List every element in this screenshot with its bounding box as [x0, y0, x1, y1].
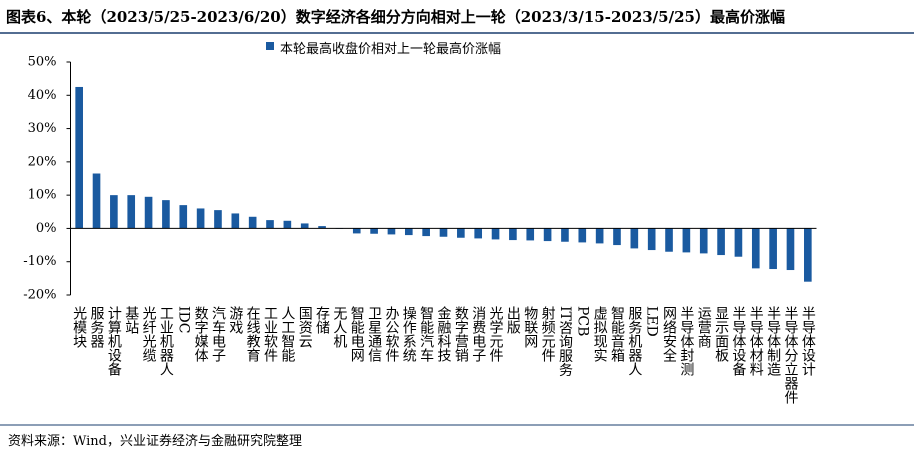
bar: [509, 228, 517, 241]
x-tick-label: 计算机设备: [105, 306, 122, 376]
bar: [283, 220, 292, 229]
x-tick-label: 运营商: [695, 306, 712, 348]
x-tick-label: 办公软件: [383, 306, 400, 362]
bar: [543, 228, 552, 242]
bar: [196, 208, 205, 229]
bar: [491, 228, 500, 240]
x-tick-label: IT咨询服务: [556, 306, 573, 377]
bar: [352, 228, 361, 234]
x-tick-label: 游戏: [227, 306, 244, 334]
x-tick-label: 基站: [123, 306, 140, 334]
x-tick-label: 物联网: [522, 306, 539, 348]
x-tick-label: 智能汽车: [418, 306, 435, 362]
bar: [387, 228, 396, 235]
bar: [248, 216, 257, 229]
bar: [179, 205, 188, 229]
legend-entry: 本轮最高收盘价相对上一轮最高价涨幅: [280, 42, 502, 57]
x-tick-label: 人工智能: [279, 306, 296, 362]
bar: [751, 228, 760, 269]
x-tick-label: 服务器: [88, 306, 105, 348]
bar: [526, 228, 535, 241]
bar: [231, 213, 240, 229]
x-tick-label: 无人机: [331, 306, 348, 348]
y-tick-label: 20%: [28, 154, 57, 169]
x-tick-label: 操作系统: [400, 306, 417, 362]
bar: [422, 228, 430, 237]
x-tick-label: 射频元件: [539, 306, 556, 362]
bar: [613, 228, 621, 246]
bar: [682, 228, 691, 253]
x-tick-label: 光学元件: [487, 306, 504, 362]
x-tick-label: 工业机器人: [157, 306, 174, 376]
x-tick-label: 在线教育: [244, 306, 261, 362]
bar: [318, 226, 326, 229]
x-tick-label: 光纤光缆: [140, 306, 157, 362]
bar: [804, 228, 812, 282]
source-note: 资料来源：Wind，兴业证券经济与金融研究院整理: [8, 434, 302, 449]
x-tick-label: 半导体分立器件: [782, 306, 799, 404]
y-tick-label: 30%: [28, 121, 57, 136]
bar: [474, 228, 483, 239]
bar: [647, 228, 656, 251]
x-tick-label: LED: [643, 306, 660, 337]
bar: [75, 86, 83, 229]
x-tick-label: 网络安全: [661, 306, 678, 362]
x-tick-label: 卫星通信: [366, 306, 383, 362]
bar: [786, 228, 795, 271]
x-tick-label: 金融科技: [435, 306, 452, 362]
bar: [300, 223, 309, 229]
x-tick-label: 数字媒体: [192, 306, 209, 362]
bar: [92, 173, 101, 229]
x-tick-label: 存储: [314, 306, 331, 334]
bar: [699, 228, 708, 254]
legend-swatch: [266, 42, 274, 50]
x-tick-label: 服务机器人: [626, 306, 643, 376]
bar: [404, 228, 413, 236]
x-tick-label: IDC: [175, 306, 192, 334]
y-tick-label: 40%: [28, 88, 57, 103]
bar: [595, 228, 604, 244]
y-tick-label: -20%: [23, 288, 56, 303]
x-tick-label: 半导体封测: [678, 306, 695, 376]
bar: [162, 200, 170, 229]
bar: [439, 228, 448, 237]
x-tick-label: 半导体制造: [765, 306, 782, 376]
x-tick-label: 消费电子: [470, 306, 487, 362]
bar: [457, 228, 465, 238]
x-tick-label: 出版: [504, 306, 521, 334]
x-tick-label: 虚拟现实: [591, 306, 608, 362]
bar: [734, 228, 743, 257]
x-tick-label: 光模块: [71, 306, 88, 348]
x-tick-label: 国资云: [296, 306, 313, 348]
y-tick-label: -10%: [23, 254, 56, 269]
x-tick-label: 智能音箱: [608, 306, 625, 362]
bar: [214, 210, 222, 229]
y-tick-label: 50%: [28, 55, 57, 70]
bar: [561, 228, 569, 242]
bar: [769, 228, 777, 270]
x-tick-label: 汽车电子: [209, 306, 226, 362]
bar: [370, 228, 378, 234]
chart-title: 图表6、本轮（2023/5/25-2023/6/20）数字经济各细分方向相对上一…: [6, 8, 785, 26]
x-tick-label: 半导体设备: [730, 306, 747, 376]
x-tick-label: 半导体材料: [747, 306, 764, 376]
bar: [578, 228, 587, 243]
bar: [665, 228, 673, 252]
bar: [144, 196, 153, 229]
bar: [630, 228, 639, 249]
bar: [127, 195, 136, 229]
bar: [717, 228, 725, 256]
bar: [110, 195, 118, 229]
bar: [266, 220, 274, 229]
x-tick-label: 工业软件: [262, 306, 278, 362]
y-tick-label: 0%: [36, 221, 57, 236]
x-tick-label: 数字营销: [452, 306, 469, 362]
x-tick-label: 智能电网: [348, 306, 365, 362]
x-tick-label: 显示面板: [713, 306, 730, 362]
x-tick-label: 半导体设计: [799, 306, 816, 376]
y-tick-label: 10%: [28, 188, 57, 203]
x-tick-label: PCB: [574, 306, 591, 337]
